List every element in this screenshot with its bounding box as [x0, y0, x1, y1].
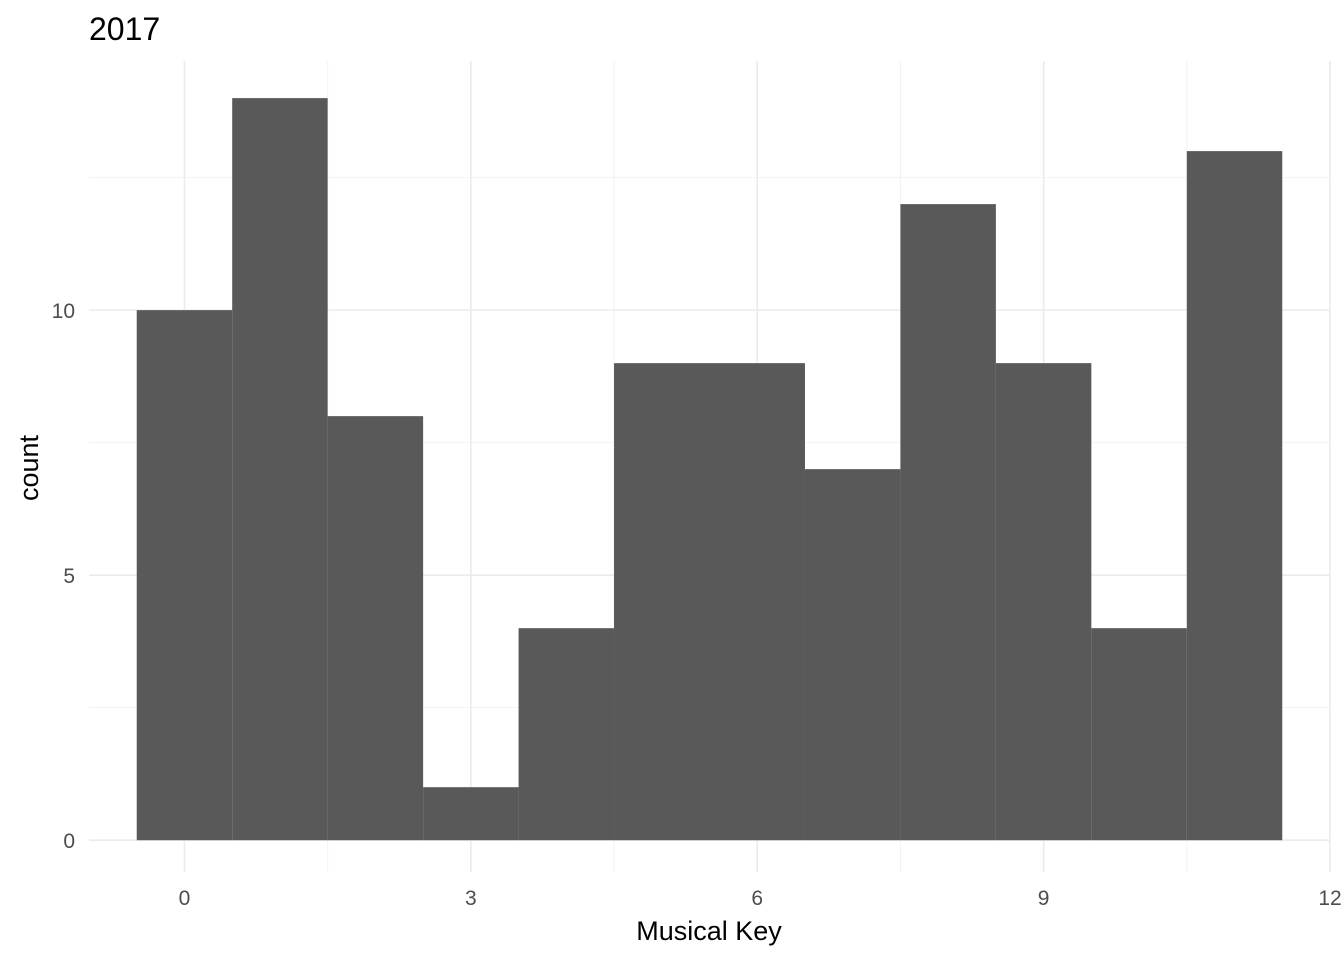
chart-title: 2017 — [89, 11, 160, 47]
x-tick-label: 12 — [1318, 887, 1341, 910]
x-tick-label: 3 — [465, 887, 477, 910]
histogram-bar — [900, 204, 996, 841]
histogram-bar — [327, 416, 424, 841]
x-tick-label: 9 — [1038, 887, 1050, 910]
y-tick-label: 5 — [63, 565, 75, 588]
x-axis-title: Musical Key — [636, 916, 782, 946]
histogram-bar — [423, 787, 519, 841]
y-tick-label: 10 — [52, 300, 75, 323]
histogram-bar — [804, 469, 901, 841]
histogram-bar — [232, 98, 328, 841]
histogram-bars — [136, 98, 1283, 841]
histogram-bar — [136, 310, 233, 841]
histogram-bar — [709, 363, 805, 841]
tick-labels: 0 3 6 9 12 0 5 10 — [52, 300, 1342, 910]
x-tick-label: 0 — [179, 887, 191, 910]
histogram-bar — [614, 363, 710, 841]
histogram-bar — [995, 363, 1092, 841]
y-tick-label: 0 — [63, 830, 75, 853]
histogram-bar — [1186, 151, 1283, 841]
x-tick-label: 6 — [751, 887, 763, 910]
histogram-bar — [518, 628, 615, 841]
histogram-bar — [1091, 628, 1187, 841]
y-axis-title: count — [14, 434, 44, 501]
